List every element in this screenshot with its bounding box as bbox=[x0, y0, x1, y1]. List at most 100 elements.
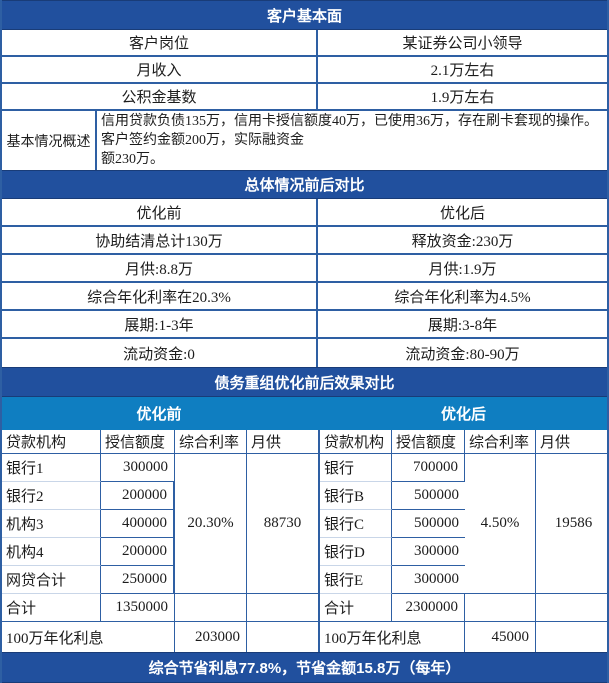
empty-cell bbox=[247, 594, 320, 622]
section3-title: 债务重组优化前后效果对比 bbox=[214, 374, 395, 392]
empty-cell bbox=[175, 594, 247, 622]
table-row: 银行 700000 4.50% 19586 bbox=[320, 454, 607, 594]
table-header-row: 贷款机构 授信额度 综合利率 月供 bbox=[2, 430, 320, 454]
comparison-row: 协助结清总计130万 释放资金:230万 bbox=[2, 227, 607, 255]
table-header-row: 贷款机构 授信额度 综合利率 月供 bbox=[320, 430, 607, 454]
table-row: 公积金基数 1.9万左右 bbox=[2, 84, 607, 111]
table-row: 客户岗位 某证券公司小领导 bbox=[2, 30, 607, 57]
credit-amount: 200000 bbox=[101, 538, 175, 566]
summary-row: 基本情况概述 信用贷款负债135万，信用卡授信额度40万，已使用36万，存在刷卡… bbox=[2, 111, 607, 170]
comparison-header-row: 优化前 优化后 bbox=[2, 199, 607, 227]
column-header: 综合利率 bbox=[175, 430, 247, 454]
credit-amount: 500000 bbox=[392, 482, 465, 510]
before-value: 展期:1-3年 bbox=[2, 311, 318, 337]
total-amount: 2300000 bbox=[392, 594, 465, 622]
credit-amount: 200000 bbox=[101, 482, 175, 510]
lender-name: 银行C bbox=[320, 510, 392, 538]
field-label: 月收入 bbox=[2, 57, 318, 82]
total-amount: 1350000 bbox=[101, 594, 175, 622]
after-value: 月供:1.9万 bbox=[428, 261, 497, 278]
table-row: 银行B 500000 bbox=[320, 482, 607, 510]
after-column-label: 优化后 bbox=[439, 205, 485, 222]
lender-name: 网贷合计 bbox=[2, 566, 101, 594]
section1-title: 客户基本面 bbox=[266, 7, 342, 25]
column-header: 贷款机构 bbox=[2, 430, 101, 454]
table-row: 银行2 200000 bbox=[2, 482, 320, 510]
column-header: 月供 bbox=[247, 430, 320, 454]
lender-name: 银行B bbox=[320, 482, 392, 510]
before-value: 协助结清总计130万 bbox=[2, 227, 318, 253]
section2-header: 总体情况前后对比 bbox=[2, 170, 607, 199]
summary-text: 信用贷款负债135万，信用卡授信额度40万，已使用36万，存在刷卡套现的操作。客… bbox=[101, 114, 598, 167]
column-header: 贷款机构 bbox=[320, 430, 392, 454]
total-row: 合计 1350000 bbox=[2, 594, 320, 622]
table-row: 网贷合计 250000 bbox=[2, 566, 320, 594]
interest-row: 100万年化利息 45000 bbox=[320, 622, 607, 652]
empty-cell bbox=[536, 594, 607, 622]
credit-amount: 700000 bbox=[392, 454, 465, 482]
total-label: 合计 bbox=[320, 594, 392, 622]
section3-subheader: 优化前 优化后 bbox=[2, 397, 607, 430]
field-value: 2.1万左右 bbox=[430, 63, 495, 79]
table-row: 机构4 200000 bbox=[2, 538, 320, 566]
section2-title: 总体情况前后对比 bbox=[244, 177, 365, 194]
credit-amount: 400000 bbox=[101, 510, 175, 538]
monthly-payment: 88730 bbox=[247, 454, 320, 594]
section2-rows: 优化前 优化后 协助结清总计130万 释放资金:230万 月供:8.8万 月供:… bbox=[2, 199, 607, 367]
before-value: 综合年化利率在20.3% bbox=[2, 283, 318, 309]
comparison-row: 流动资金:0 流动资金:80-90万 bbox=[2, 339, 607, 367]
before-table-label: 优化前 bbox=[136, 406, 182, 423]
field-label: 客户岗位 bbox=[2, 30, 318, 55]
table-row: 银行E 300000 bbox=[320, 566, 607, 594]
lender-name: 银行D bbox=[320, 538, 392, 566]
combined-rate: 4.50% bbox=[465, 454, 536, 594]
credit-amount: 500000 bbox=[392, 510, 465, 538]
comparison-row: 综合年化利率在20.3% 综合年化利率为4.5% bbox=[2, 283, 607, 311]
lender-name: 机构3 bbox=[2, 510, 101, 538]
table-row: 银行D 300000 bbox=[320, 538, 607, 566]
table-row: 银行C 500000 bbox=[320, 510, 607, 538]
summary-label: 基本情况概述 bbox=[2, 111, 97, 170]
table-row: 机构3 400000 bbox=[2, 510, 320, 538]
savings-summary-text: 综合节省利息77.8%，节省金额15.8万（每年） bbox=[148, 660, 461, 677]
before-loan-table: 贷款机构 授信额度 综合利率 月供 银行1 300000 20.30% 8873… bbox=[2, 430, 320, 652]
credit-amount: 300000 bbox=[101, 454, 175, 482]
interest-amount: 203000 bbox=[175, 622, 247, 652]
column-header: 授信额度 bbox=[101, 430, 175, 454]
credit-amount: 300000 bbox=[392, 566, 465, 594]
comparison-row: 展期:1-3年 展期:3-8年 bbox=[2, 311, 607, 339]
savings-summary-banner: 综合节省利息77.8%，节省金额15.8万（每年） bbox=[2, 652, 607, 683]
interest-label: 100万年化利息 bbox=[320, 622, 465, 652]
before-value: 流动资金:0 bbox=[2, 339, 318, 367]
after-value: 释放资金:230万 bbox=[411, 233, 514, 250]
lender-name: 银行 bbox=[320, 454, 392, 482]
after-table-label: 优化后 bbox=[440, 406, 486, 423]
total-label: 合计 bbox=[2, 594, 101, 622]
comparison-row: 月供:8.8万 月供:1.9万 bbox=[2, 255, 607, 283]
before-value: 月供:8.8万 bbox=[2, 255, 318, 281]
field-label: 公积金基数 bbox=[2, 84, 318, 109]
field-value: 1.9万左右 bbox=[430, 90, 495, 106]
table-row: 银行1 300000 20.30% 88730 bbox=[2, 454, 320, 594]
column-header: 授信额度 bbox=[392, 430, 465, 454]
lender-name: 银行1 bbox=[2, 454, 101, 482]
credit-amount: 300000 bbox=[392, 538, 465, 566]
empty-cell bbox=[247, 622, 320, 652]
monthly-payment: 19586 bbox=[536, 454, 607, 594]
table-row: 月收入 2.1万左右 bbox=[2, 57, 607, 84]
lender-name: 银行2 bbox=[2, 482, 101, 510]
lender-name: 机构4 bbox=[2, 538, 101, 566]
lender-name: 银行E bbox=[320, 566, 392, 594]
loan-tables: 贷款机构 授信额度 综合利率 月供 银行1 300000 20.30% 8873… bbox=[2, 430, 607, 652]
column-header: 月供 bbox=[536, 430, 607, 454]
empty-cell bbox=[536, 622, 607, 652]
total-row: 合计 2300000 bbox=[320, 594, 607, 622]
field-value: 某证券公司小领导 bbox=[402, 36, 523, 52]
after-loan-table: 贷款机构 授信额度 综合利率 月供 银行 700000 4.50% 19586 … bbox=[320, 430, 607, 652]
after-value: 综合年化利率为4.5% bbox=[394, 289, 531, 306]
after-value: 流动资金:80-90万 bbox=[405, 346, 520, 363]
before-column-label: 优化前 bbox=[2, 199, 318, 225]
interest-label: 100万年化利息 bbox=[2, 622, 175, 652]
interest-row: 100万年化利息 203000 bbox=[2, 622, 320, 652]
